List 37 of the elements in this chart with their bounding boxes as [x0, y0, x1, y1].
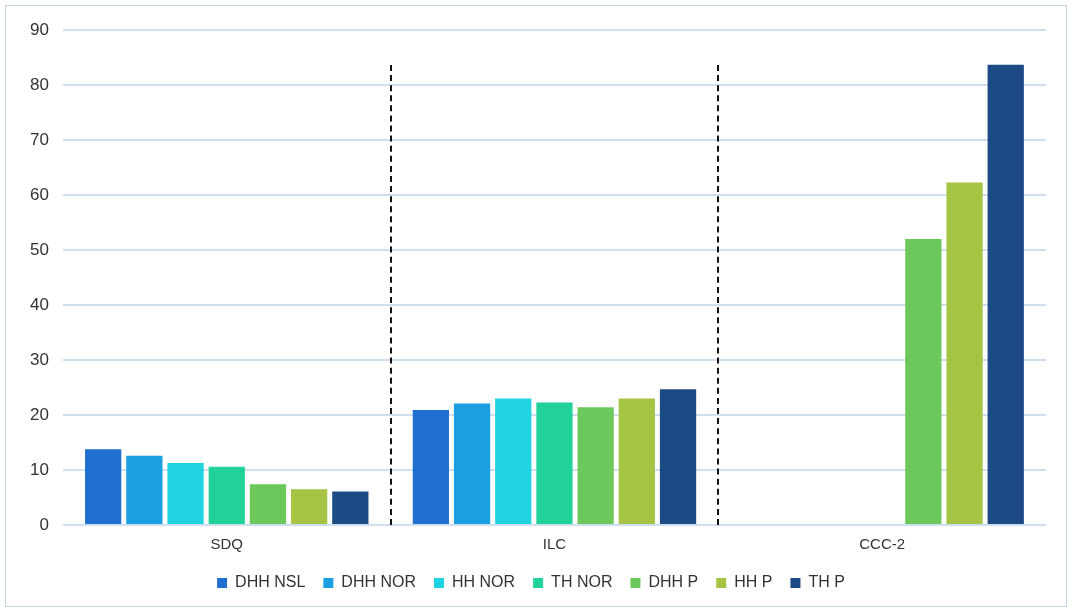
- bar: [618, 398, 655, 524]
- bar: [249, 484, 287, 524]
- bar: [495, 398, 532, 524]
- y-tick-label: 0: [39, 514, 49, 534]
- legend-label: HH NOR: [452, 573, 516, 591]
- y-tick-label: 90: [29, 19, 49, 39]
- bar: [536, 402, 573, 524]
- bar: [291, 489, 328, 524]
- y-tick-label: 30: [29, 349, 49, 369]
- bar: [987, 64, 1024, 524]
- y-tick-label: 80: [29, 74, 49, 94]
- y-tick-label: 10: [29, 459, 49, 479]
- bar: [905, 239, 942, 524]
- y-tick-label: 70: [29, 129, 49, 149]
- bar: [453, 403, 491, 524]
- bar: [167, 462, 204, 524]
- legend-label: TH P: [808, 573, 845, 591]
- bar: [577, 407, 614, 524]
- bar: [126, 455, 163, 524]
- x-tick-label: CCC-2: [859, 535, 906, 553]
- bar: [85, 449, 122, 524]
- bar: [412, 410, 449, 524]
- x-tick-label: SDQ: [210, 535, 244, 553]
- legend-label: TH NOR: [551, 573, 613, 591]
- x-tick-label: ILC: [542, 535, 567, 553]
- y-tick-label: 20: [29, 404, 49, 424]
- y-tick-label: 60: [29, 184, 49, 204]
- bar: [332, 491, 369, 524]
- y-tick-label: 50: [29, 239, 49, 259]
- legend-label: DHH P: [648, 573, 699, 591]
- bar: [659, 389, 697, 524]
- legend-label: HH P: [734, 573, 773, 591]
- bar: [946, 182, 983, 524]
- legend-label: DHH NSL: [235, 573, 306, 591]
- bar: [208, 466, 245, 524]
- y-tick-label: 40: [29, 294, 49, 314]
- legend-label: DHH NOR: [341, 573, 417, 591]
